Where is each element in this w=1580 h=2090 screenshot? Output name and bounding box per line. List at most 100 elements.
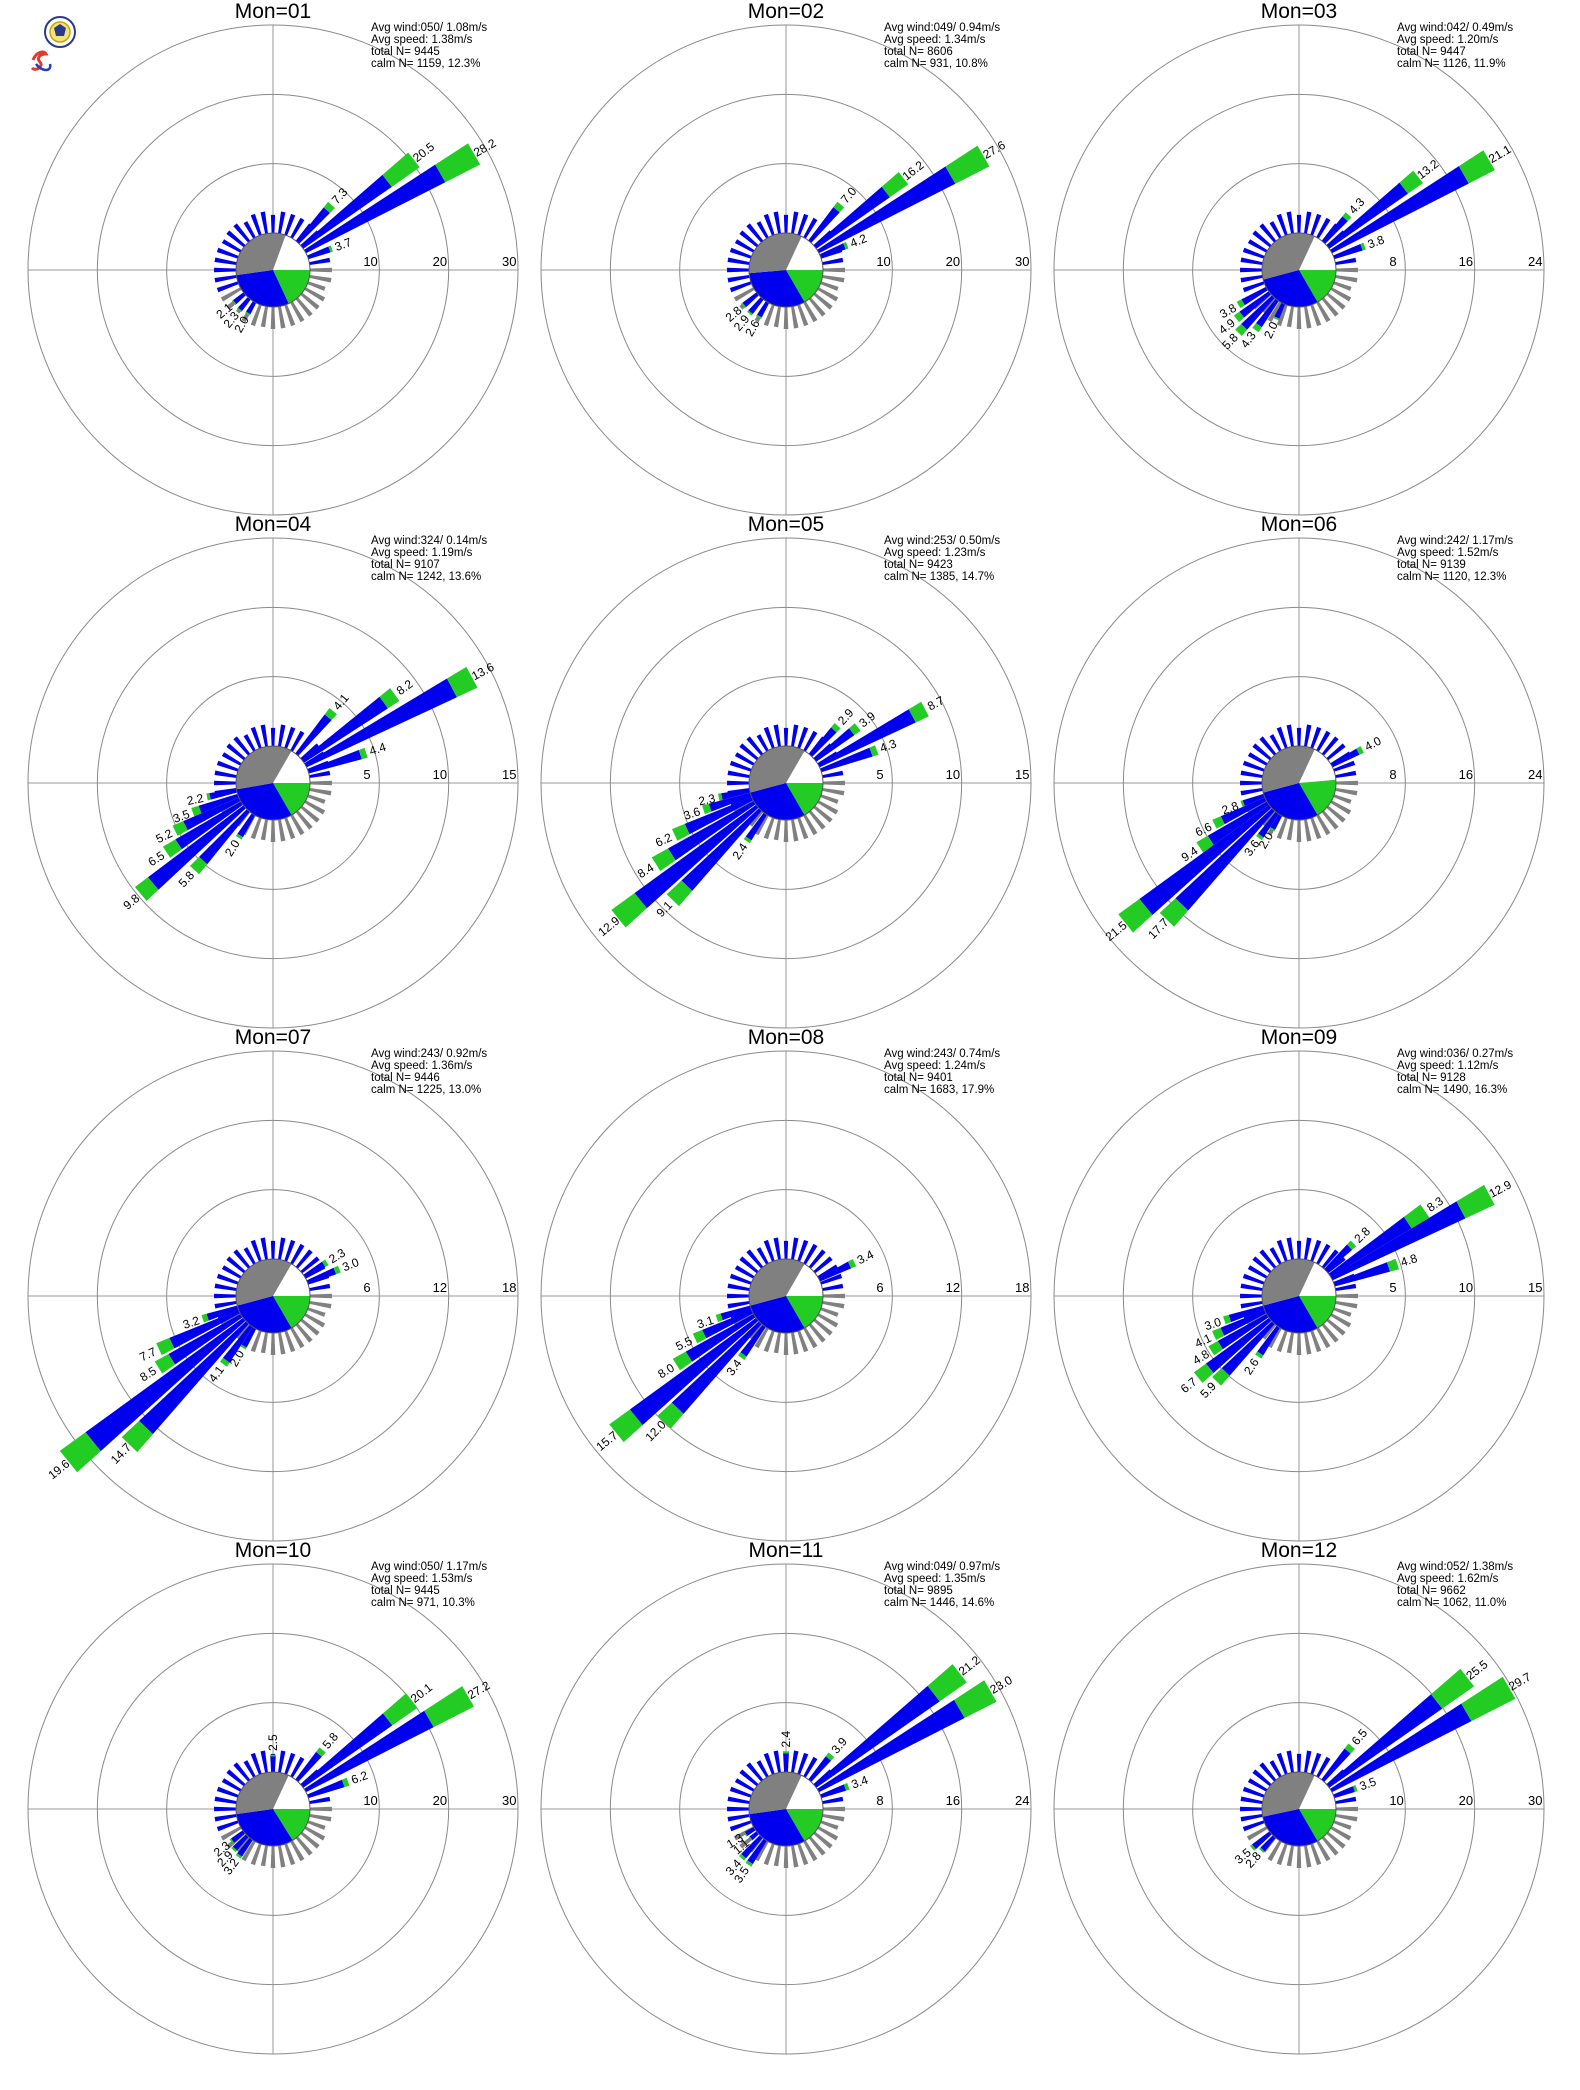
direction-spoke [796,213,809,238]
direction-spoke [796,815,809,840]
direction-spoke [289,1838,305,1862]
direction-spoke [289,217,305,241]
range-ring [1122,93,1476,447]
bar-speed-low [817,243,846,259]
direction-spoke [807,1249,826,1271]
direction-spoke [277,1843,286,1868]
direction-spoke [790,1330,799,1355]
bar-speed-low [183,796,243,831]
bar-value-label: 2.5 [266,1734,280,1751]
direction-spoke [260,1843,269,1867]
calm-pie-outline [235,232,311,308]
calm-pie-sector [1262,746,1315,793]
bar-speed-high [1212,1368,1230,1386]
bar-speed-low [299,1713,393,1789]
stats-line: Avg wind:036/ 0.27m/s [1397,1048,1513,1060]
direction-spoke [1252,743,1274,762]
direction-spoke [811,1830,833,1849]
direction-spoke [754,812,770,836]
bar-speed-high [236,307,243,313]
bar-value-label: 4.4 [368,740,389,759]
range-ring [609,1632,963,1986]
direction-spoke [773,1750,782,1775]
stats-line: Avg speed: 1.52m/s [1397,547,1499,559]
direction-spoke [1261,295,1278,314]
bar-speed-low [241,1325,258,1348]
direction-spoke [727,770,752,779]
wind-rose-4: 5 10 1513.68.24.14.43.55.26.59.85.82.02.2M… [27,513,519,1029]
direction-spoke [216,1273,241,1286]
direction-spoke [1247,239,1270,254]
direction-spoke [1296,1330,1302,1355]
direction-spoke [1261,1321,1278,1340]
bar-speed-high [869,745,879,757]
direction-spoke [1286,304,1295,328]
panel-title: Mon=09 [1261,1026,1337,1049]
ring-tick-label: 10 [876,254,890,269]
direction-spoke [214,274,239,283]
direction-spoke [250,1328,263,1353]
direction-spoke [294,295,313,317]
wind-rose-10: 10 20 3027.220.15.86.22.52.32.93.2Mon=10Av… [27,1539,519,2055]
direction-spoke [815,799,839,815]
bar-speed-low [708,792,754,812]
direction-spoke [1309,1841,1322,1866]
direction-spoke [783,727,789,749]
stats-line: Avg speed: 1.53m/s [371,1573,473,1585]
bar-speed-high [1118,898,1153,933]
range-ring [679,676,893,890]
calm-pie-sector [749,745,805,793]
bar-speed-high [1347,1240,1357,1250]
bar-speed-low [1221,1319,1277,1376]
bar-speed-high [245,311,251,316]
direction-spoke [277,1330,286,1355]
stats-line: calm N= 1242, 13.6% [371,571,481,583]
ring-tick-label: 10 [363,1793,377,1808]
ring-tick-label: 18 [502,1280,516,1295]
range-ring [1192,676,1406,890]
bar-speed-low [1329,1201,1466,1282]
ring-tick-label: 20 [946,254,960,269]
direction-spoke [1331,1819,1352,1830]
direction-spoke [270,727,276,749]
bar-speed-low [702,1309,756,1339]
bar-speed-low [1256,297,1280,328]
bar-speed-low [1328,1703,1472,1794]
bar-value-label: 6.6 [1193,819,1214,839]
direction-spoke [727,1300,752,1309]
bar-speed-low [199,807,251,865]
direction-spoke [1333,1300,1358,1309]
bar-speed-high [672,1351,693,1371]
bar-speed-low [818,747,873,773]
ring-tick-label: 24 [1528,254,1542,269]
bar-speed-high [1456,1184,1495,1219]
range-ring [540,24,1032,516]
bar-speed-low [816,1261,852,1283]
calm-pie-sector [749,232,802,274]
direction-spoke [1240,1293,1265,1299]
ring-tick-label: 5 [363,767,370,782]
calm-pie-sector [786,1775,823,1809]
stats-line: Avg speed: 1.12m/s [1397,1060,1499,1072]
stats-line: Avg speed: 1.36m/s [371,1060,473,1072]
calm-pie-sector [236,1259,292,1306]
bar-speed-low [1241,293,1277,330]
calm-pie-sector [236,270,289,308]
direction-spoke [305,793,326,804]
panel-title: Mon=12 [1261,1539,1337,1562]
bar-speed-low [1252,1830,1274,1850]
bar-speed-high [229,1838,235,1844]
range-ring [27,1563,519,2055]
ring-tick-label: 24 [1015,1793,1029,1808]
bar-speed-high [1255,1351,1264,1359]
bar-speed-low [812,1685,940,1789]
bar-speed-low [301,1261,326,1280]
bar-speed-high [740,302,747,309]
calm-pie-sector [236,783,292,820]
direction-spoke [1320,1249,1339,1271]
ring-tick-label: 8 [1389,767,1396,782]
direction-spoke [294,808,313,830]
direction-spoke [802,299,818,323]
stats-line: calm N= 931, 10.8% [884,58,988,70]
